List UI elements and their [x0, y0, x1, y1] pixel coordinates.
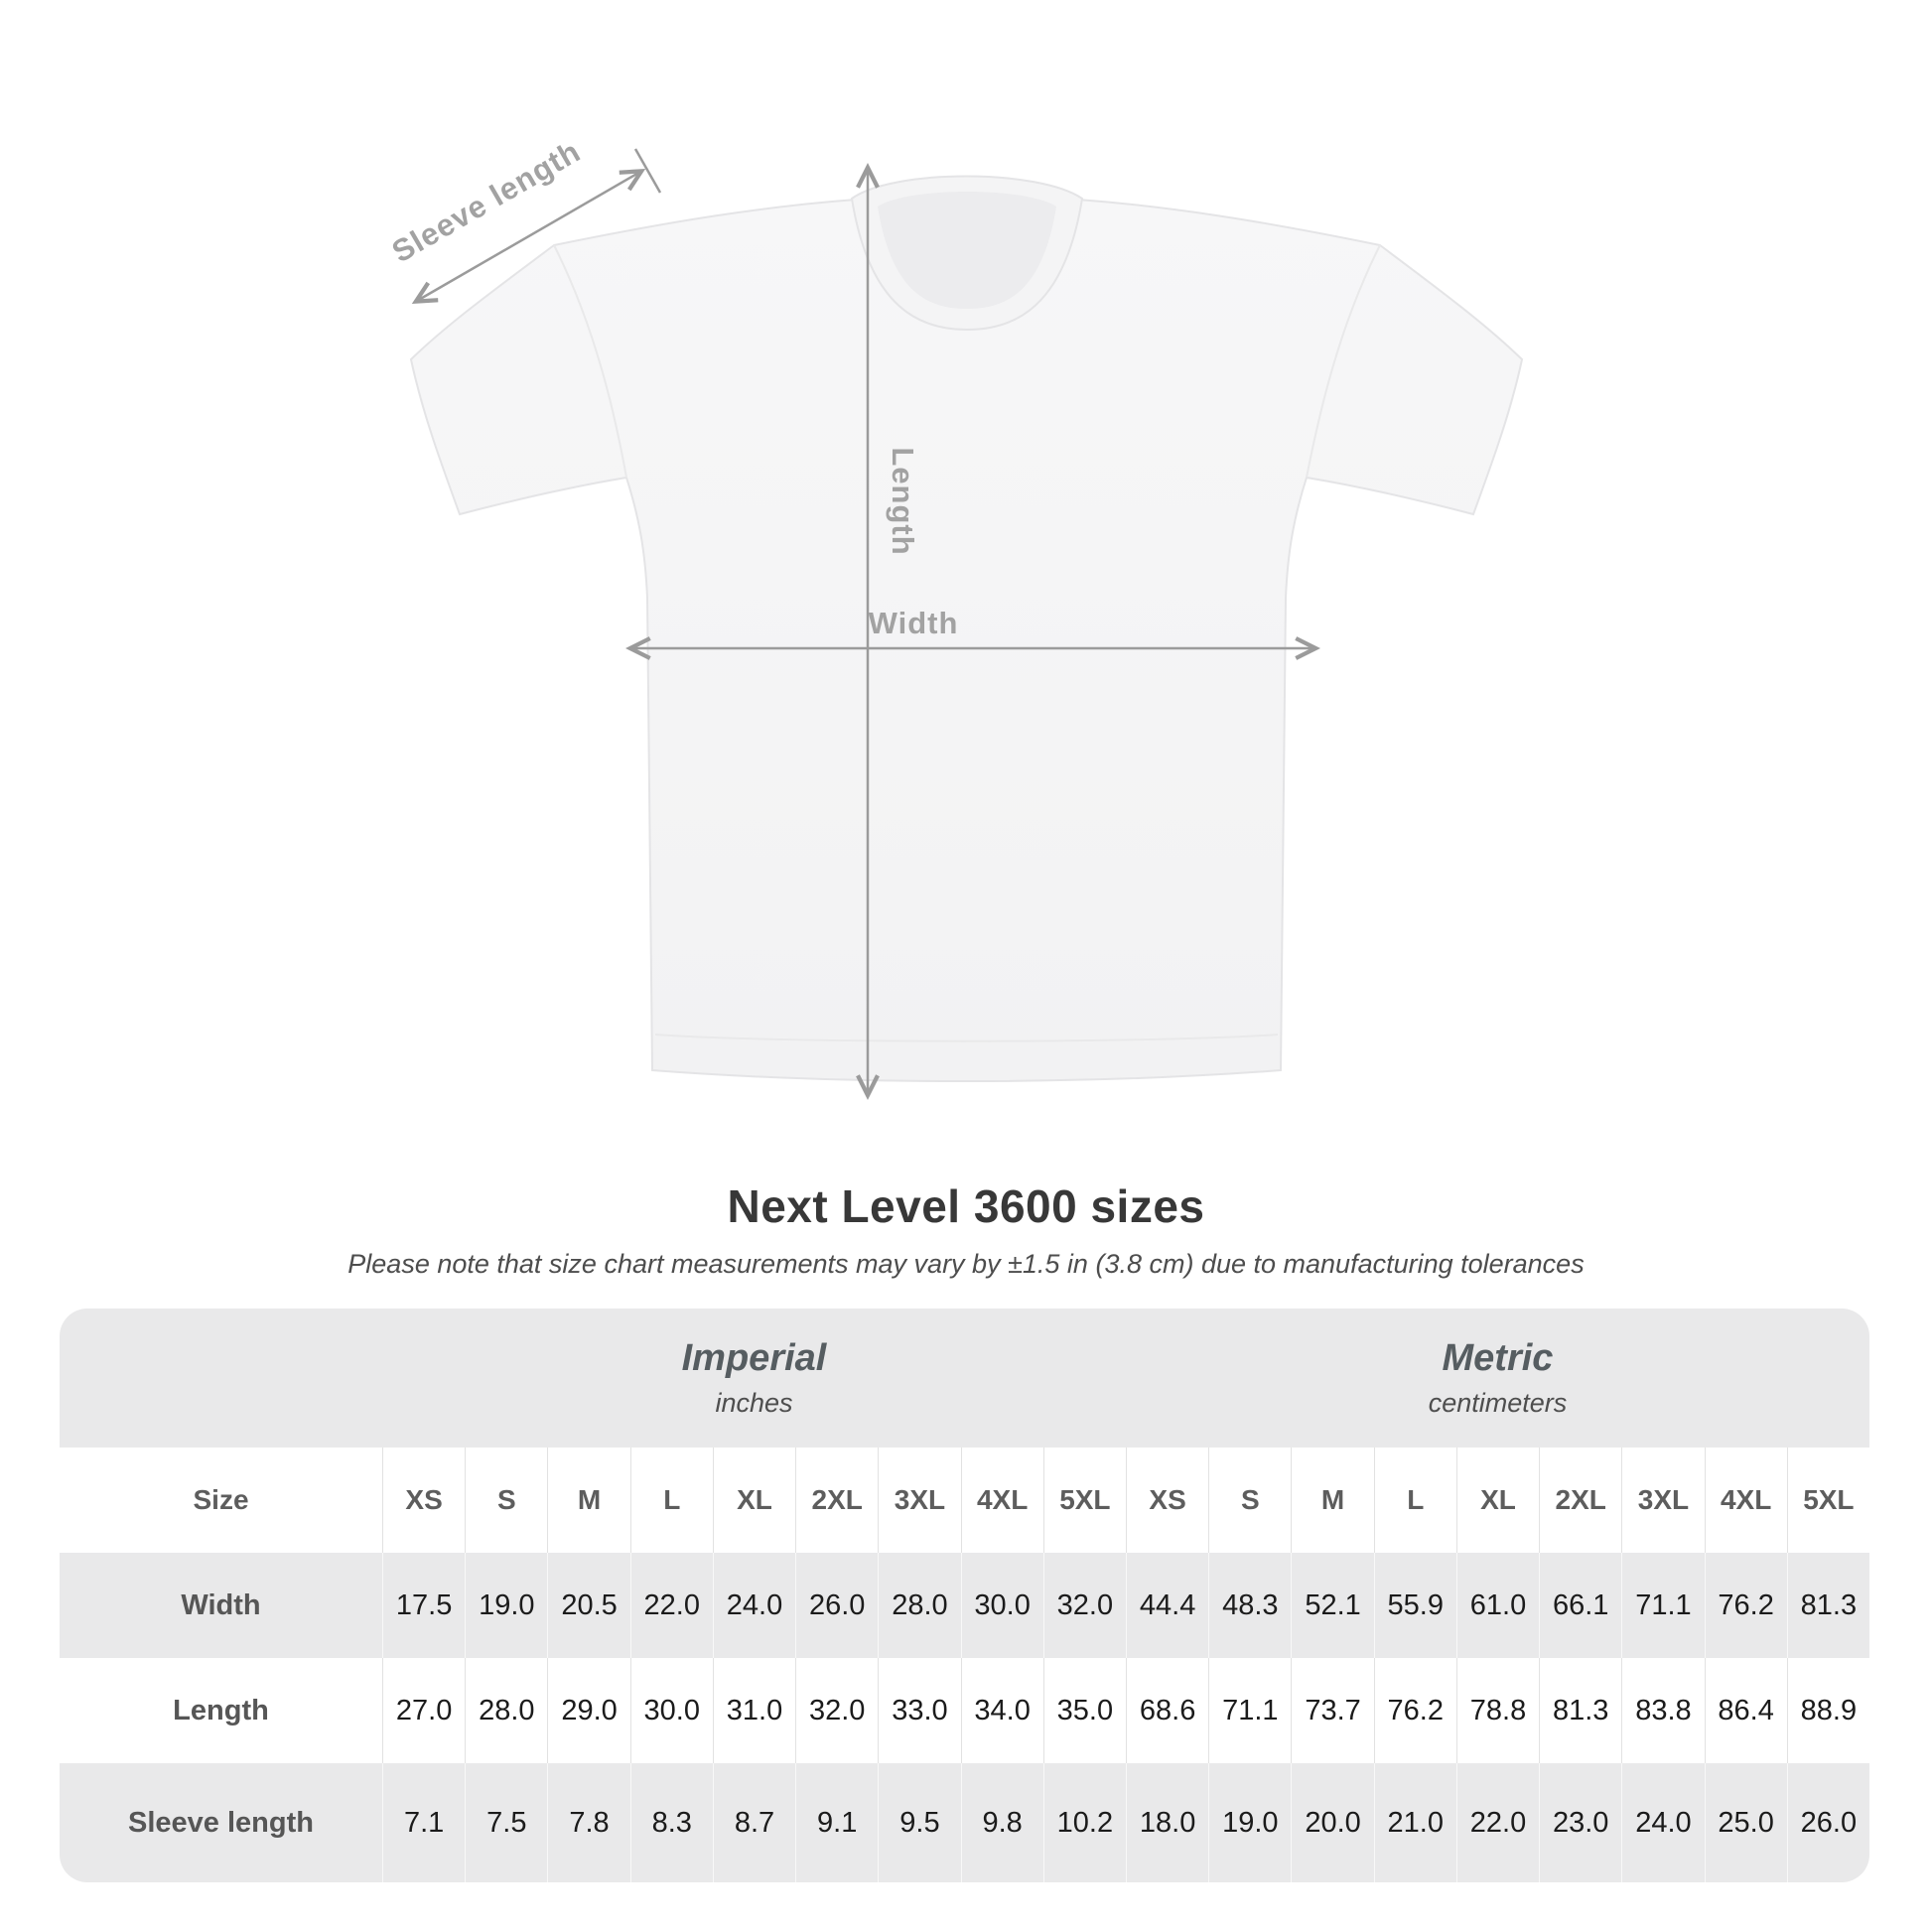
table-cell: 30.0	[960, 1553, 1043, 1658]
metric-group-unit: centimeters	[1428, 1388, 1568, 1418]
imperial-group-header: Imperial inches	[382, 1309, 1126, 1448]
size-col-header: M	[547, 1448, 630, 1553]
table-cell: 18.0	[1125, 1763, 1209, 1882]
tshirt-graphic	[409, 175, 1524, 1083]
imperial-group-label: Imperial	[681, 1337, 827, 1379]
table-cell: 7.5	[465, 1763, 548, 1882]
table-cell: 26.0	[795, 1553, 879, 1658]
size-col-header: 3XL	[1621, 1448, 1705, 1553]
table-cell: 19.0	[1208, 1763, 1292, 1882]
table-cell: 35.0	[1042, 1658, 1126, 1763]
size-col-header: 4XL	[1704, 1448, 1787, 1553]
table-corner-spacer	[60, 1309, 382, 1448]
table-cell: 32.0	[1042, 1553, 1126, 1658]
row-label-sleeve-length: Sleeve length	[60, 1763, 382, 1882]
size-col-header: 5XL	[1042, 1448, 1126, 1553]
collar	[850, 175, 1084, 332]
size-col-header: L	[1373, 1448, 1456, 1553]
table-cell: 24.0	[712, 1553, 796, 1658]
size-corner-label: Size	[60, 1448, 382, 1553]
table-cell: 29.0	[547, 1658, 630, 1763]
table-cell: 28.0	[465, 1658, 548, 1763]
table-cell: 23.0	[1539, 1763, 1622, 1882]
table-cell: 20.0	[1291, 1763, 1374, 1882]
imperial-group-unit: inches	[715, 1388, 793, 1418]
size-col-header: S	[465, 1448, 548, 1553]
table-cell: 9.1	[795, 1763, 879, 1882]
table-cell: 10.2	[1042, 1763, 1126, 1882]
size-col-header: L	[629, 1448, 713, 1553]
table-cell: 83.8	[1621, 1658, 1705, 1763]
table-cell: 17.5	[382, 1553, 466, 1658]
table-cell: 52.1	[1291, 1553, 1374, 1658]
table-cell: 22.0	[629, 1553, 713, 1658]
size-col-header: XL	[1455, 1448, 1540, 1553]
table-cell: 71.1	[1208, 1658, 1292, 1763]
table-cell: 73.7	[1291, 1658, 1374, 1763]
width-label: Width	[869, 606, 959, 640]
size-col-header: XS	[1125, 1448, 1209, 1553]
size-col-header: M	[1291, 1448, 1374, 1553]
table-cell: 8.3	[629, 1763, 713, 1882]
tshirt-diagram: Length Width Sleeve length	[386, 134, 1524, 1101]
table-cell: 61.0	[1455, 1553, 1540, 1658]
table-cell: 34.0	[960, 1658, 1043, 1763]
table-cell: 88.9	[1786, 1658, 1869, 1763]
table-cell: 33.0	[878, 1658, 961, 1763]
table-cell: 27.0	[382, 1658, 466, 1763]
page-title: Next Level 3600 sizes	[727, 1180, 1205, 1232]
size-col-header: 3XL	[878, 1448, 961, 1553]
size-col-header: S	[1208, 1448, 1292, 1553]
table-cell: 44.4	[1125, 1553, 1209, 1658]
table-cell: 21.0	[1373, 1763, 1456, 1882]
size-col-header: 4XL	[960, 1448, 1043, 1553]
sleeve-length-tick	[633, 148, 662, 194]
table-cell: 76.2	[1704, 1553, 1787, 1658]
table-cell: 68.6	[1125, 1658, 1209, 1763]
metric-group-label: Metric	[1442, 1337, 1554, 1379]
table-cell: 9.8	[960, 1763, 1043, 1882]
row-label-length: Length	[60, 1658, 382, 1763]
metric-group-header: Metric centimeters	[1125, 1309, 1869, 1448]
table-cell: 32.0	[795, 1658, 879, 1763]
table-cell: 66.1	[1539, 1553, 1622, 1658]
table-cell: 28.0	[878, 1553, 961, 1658]
table-cell: 78.8	[1455, 1658, 1540, 1763]
table-cell: 76.2	[1373, 1658, 1456, 1763]
sleeve-length-arrow	[411, 168, 646, 305]
table-cell: 20.5	[547, 1553, 630, 1658]
table-cell: 31.0	[712, 1658, 796, 1763]
table-cell: 26.0	[1786, 1763, 1869, 1882]
table-cell: 81.3	[1539, 1658, 1622, 1763]
length-label: Length	[886, 447, 920, 555]
table-cell: 81.3	[1786, 1553, 1869, 1658]
table-cell: 7.8	[547, 1763, 630, 1882]
table-cell: 19.0	[465, 1553, 548, 1658]
table-cell: 71.1	[1621, 1553, 1705, 1658]
table-cell: 8.7	[712, 1763, 796, 1882]
table-cell: 48.3	[1208, 1553, 1292, 1658]
table-cell: 22.0	[1455, 1763, 1540, 1882]
table-cell: 9.5	[878, 1763, 961, 1882]
table-cell: 7.1	[382, 1763, 466, 1882]
size-col-header: 2XL	[795, 1448, 879, 1553]
table-cell: 24.0	[1621, 1763, 1705, 1882]
table-cell: 30.0	[629, 1658, 713, 1763]
size-col-header: XS	[382, 1448, 466, 1553]
table-cell: 25.0	[1704, 1763, 1787, 1882]
table-cell: 86.4	[1704, 1658, 1787, 1763]
table-cell: 55.9	[1373, 1553, 1456, 1658]
size-table: Imperial inches Metric centimeters Size …	[60, 1309, 1869, 1882]
size-col-header: 5XL	[1786, 1448, 1869, 1553]
size-col-header: 2XL	[1539, 1448, 1622, 1553]
size-col-header: XL	[712, 1448, 796, 1553]
row-label-width: Width	[60, 1553, 382, 1658]
tolerance-note: Please note that size chart measurements…	[347, 1249, 1585, 1279]
